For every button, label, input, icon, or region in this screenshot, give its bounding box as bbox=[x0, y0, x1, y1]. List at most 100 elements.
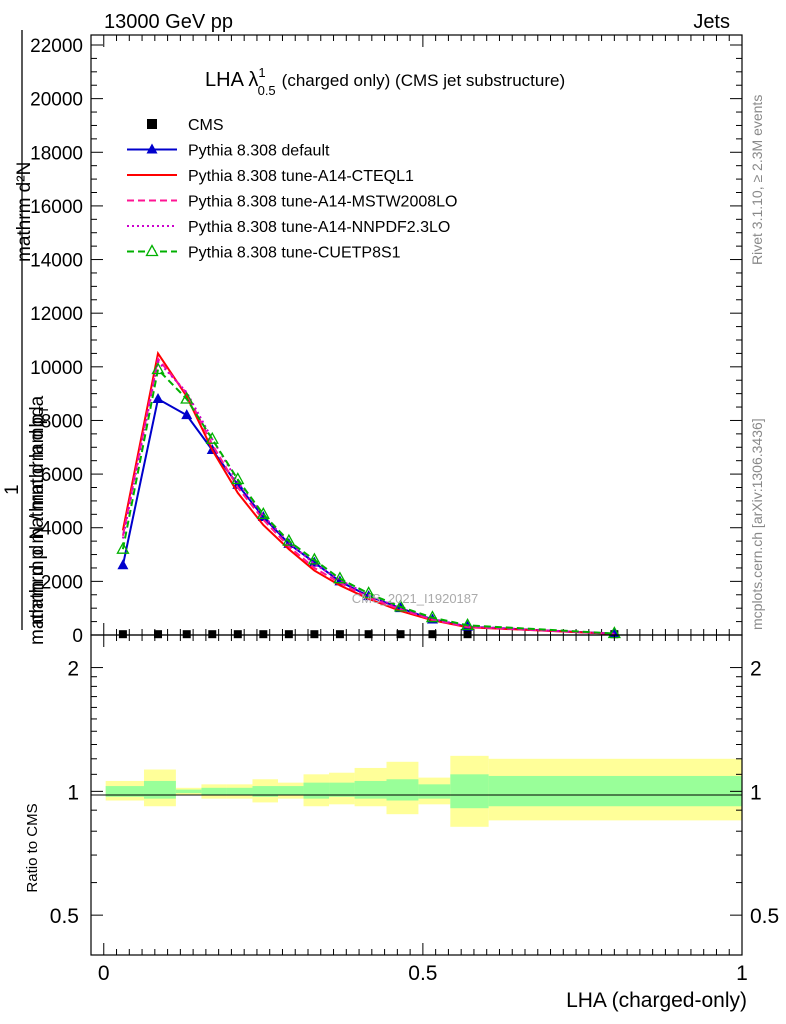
data-point bbox=[463, 630, 472, 639]
data-point bbox=[117, 559, 129, 570]
data-point bbox=[428, 630, 437, 639]
data-point bbox=[333, 571, 347, 584]
data-point bbox=[393, 599, 408, 612]
ratio-band-bin bbox=[354, 780, 387, 799]
title-sub: 0.5 bbox=[258, 83, 276, 98]
ratio-bands bbox=[105, 755, 742, 827]
ratio-band-1 bbox=[105, 774, 742, 809]
legend-label: Pythia 8.308 tune-A14-CTEQL1 bbox=[188, 168, 414, 185]
ratio-y-tick-label-right: 2 bbox=[750, 658, 762, 681]
legend-item: Pythia 8.308 tune-CUETP8S1 bbox=[127, 244, 401, 262]
data-point bbox=[425, 610, 440, 623]
data-point bbox=[231, 472, 245, 485]
ratio-band-bin bbox=[450, 774, 489, 809]
data-point bbox=[116, 541, 130, 554]
ratio-band-bin bbox=[105, 786, 144, 797]
data-point bbox=[205, 431, 219, 444]
legend-label: Pythia 8.308 tune-A14-NNPDF2.3LO bbox=[188, 219, 450, 236]
ratio-y-label: Ratio to CMS bbox=[24, 803, 41, 892]
main-y-label: mathrm d²N mathrm d p mathrm d lambda 1 … bbox=[2, 30, 51, 645]
data-point bbox=[154, 630, 163, 639]
y-tick-label: 12000 bbox=[30, 304, 83, 325]
ratio-y-tick-label: 1 bbox=[67, 781, 79, 804]
legend-item: Pythia 8.308 default bbox=[127, 143, 330, 160]
data-point bbox=[284, 630, 293, 639]
x-tick-label: 1 bbox=[736, 962, 748, 985]
energy-label: 13000 GeV pp bbox=[104, 11, 233, 33]
x-axis-label: LHA (charged-only) bbox=[566, 989, 747, 1012]
y-tick-label: 20000 bbox=[30, 90, 83, 111]
legend-item: CMS bbox=[147, 117, 224, 134]
ratio-y-tick-label-right: 0.5 bbox=[750, 905, 779, 928]
ratio-band-bin bbox=[418, 784, 451, 799]
ratio-frame bbox=[90, 634, 743, 956]
data-point bbox=[180, 391, 194, 404]
ratio-y-tick-label-right: 1 bbox=[750, 781, 762, 804]
data-point bbox=[256, 506, 270, 519]
ylabel-top2: mathrm d p mathrm d lambda bbox=[27, 395, 48, 645]
ratio-band-bin bbox=[488, 775, 742, 807]
legend-marker bbox=[147, 119, 157, 129]
y-tick-label: 6000 bbox=[41, 465, 83, 486]
ratio-band-bin bbox=[201, 787, 227, 795]
main-y-axis: 0 2000 4000 6000 8000 10000 12000 14000 16000 180… bbox=[30, 35, 743, 647]
data-point bbox=[182, 630, 191, 639]
site-label: mcplots.cern.ch [arXiv:1306.3436] bbox=[749, 418, 765, 630]
ratio-band-bin bbox=[278, 786, 304, 795]
x-tick-label: 0.5 bbox=[408, 962, 437, 985]
legend-label: Pythia 8.308 tune-CUETP8S1 bbox=[188, 245, 401, 262]
x-tick-label: 0 bbox=[98, 962, 110, 985]
main-panel: 0 2000 4000 6000 8000 10000 12000 14000 16000 180… bbox=[30, 34, 743, 647]
series-line bbox=[121, 356, 615, 635]
title-main: LHA λ bbox=[205, 69, 258, 91]
data-point bbox=[233, 630, 242, 639]
data-point bbox=[181, 409, 193, 420]
data-point bbox=[151, 362, 165, 375]
ylabel-bottom-sub: T bbox=[36, 406, 51, 414]
legend-item: Pythia 8.308 tune-A14-NNPDF2.3LO bbox=[127, 219, 450, 236]
y-tick-label: 4000 bbox=[41, 519, 83, 540]
legend: CMS Pythia 8.308 default Pythia 8.308 tune… bbox=[127, 117, 457, 262]
data-point bbox=[310, 630, 319, 639]
ratio-axes: 0.5 0.5 1 1 2 2 0 0.5 1 bbox=[50, 635, 779, 985]
data-point bbox=[152, 393, 164, 403]
ratio-band-bin bbox=[175, 789, 202, 794]
y-tick-label: 0 bbox=[72, 626, 83, 647]
data-point bbox=[259, 630, 268, 639]
title-rest: (charged only) (CMS jet substructure) bbox=[282, 71, 565, 90]
data-point bbox=[282, 533, 296, 546]
legend-item: Pythia 8.308 tune-A14-MSTW2008LO bbox=[127, 194, 457, 211]
series-line bbox=[121, 367, 615, 635]
watermark: CMS_2021_I1920187 bbox=[352, 591, 479, 606]
y-tick-label: 14000 bbox=[30, 251, 83, 272]
data-point bbox=[335, 630, 344, 639]
series-0 bbox=[118, 630, 619, 639]
ratio-band-bin bbox=[252, 786, 279, 797]
ratio-band-bin bbox=[386, 779, 419, 801]
data-point bbox=[460, 617, 475, 630]
legend-item: Pythia 8.308 tune-A14-CTEQL1 bbox=[127, 168, 414, 185]
ratio-band-bin bbox=[329, 782, 355, 797]
legend-label: CMS bbox=[188, 117, 224, 134]
chart-title: LHA λ1 0.5 (charged only) (CMS jet substru… bbox=[205, 65, 565, 98]
data-point bbox=[364, 630, 373, 639]
main-series bbox=[116, 350, 621, 639]
y-tick-label: 22000 bbox=[30, 36, 83, 57]
data-point bbox=[396, 630, 405, 639]
ylabel-bottom: mathrm d N / mathrm d pT bbox=[27, 406, 51, 625]
process-label: Jets bbox=[693, 11, 730, 33]
ratio-band-bin bbox=[143, 780, 176, 799]
ratio-panel: 0.5 0.5 1 1 2 2 0 0.5 1 Ratio to CMS LHA (charge… bbox=[24, 634, 779, 1012]
legend-label: Pythia 8.308 tune-A14-MSTW2008LO bbox=[188, 194, 457, 211]
data-point bbox=[362, 586, 376, 599]
y-tick-label: 18000 bbox=[30, 143, 83, 164]
legend-label: Pythia 8.308 default bbox=[188, 143, 330, 160]
data-point bbox=[208, 630, 217, 639]
y-tick-label: 8000 bbox=[41, 411, 83, 432]
data-point bbox=[307, 552, 321, 565]
series-5 bbox=[116, 362, 621, 639]
ratio-y-tick-label: 2 bbox=[67, 658, 79, 681]
legend-marker bbox=[145, 244, 159, 257]
rivet-label: Rivet 3.1.10, ≥ 2.3M events bbox=[749, 95, 765, 265]
ylabel-top: mathrm d²N bbox=[14, 162, 35, 262]
